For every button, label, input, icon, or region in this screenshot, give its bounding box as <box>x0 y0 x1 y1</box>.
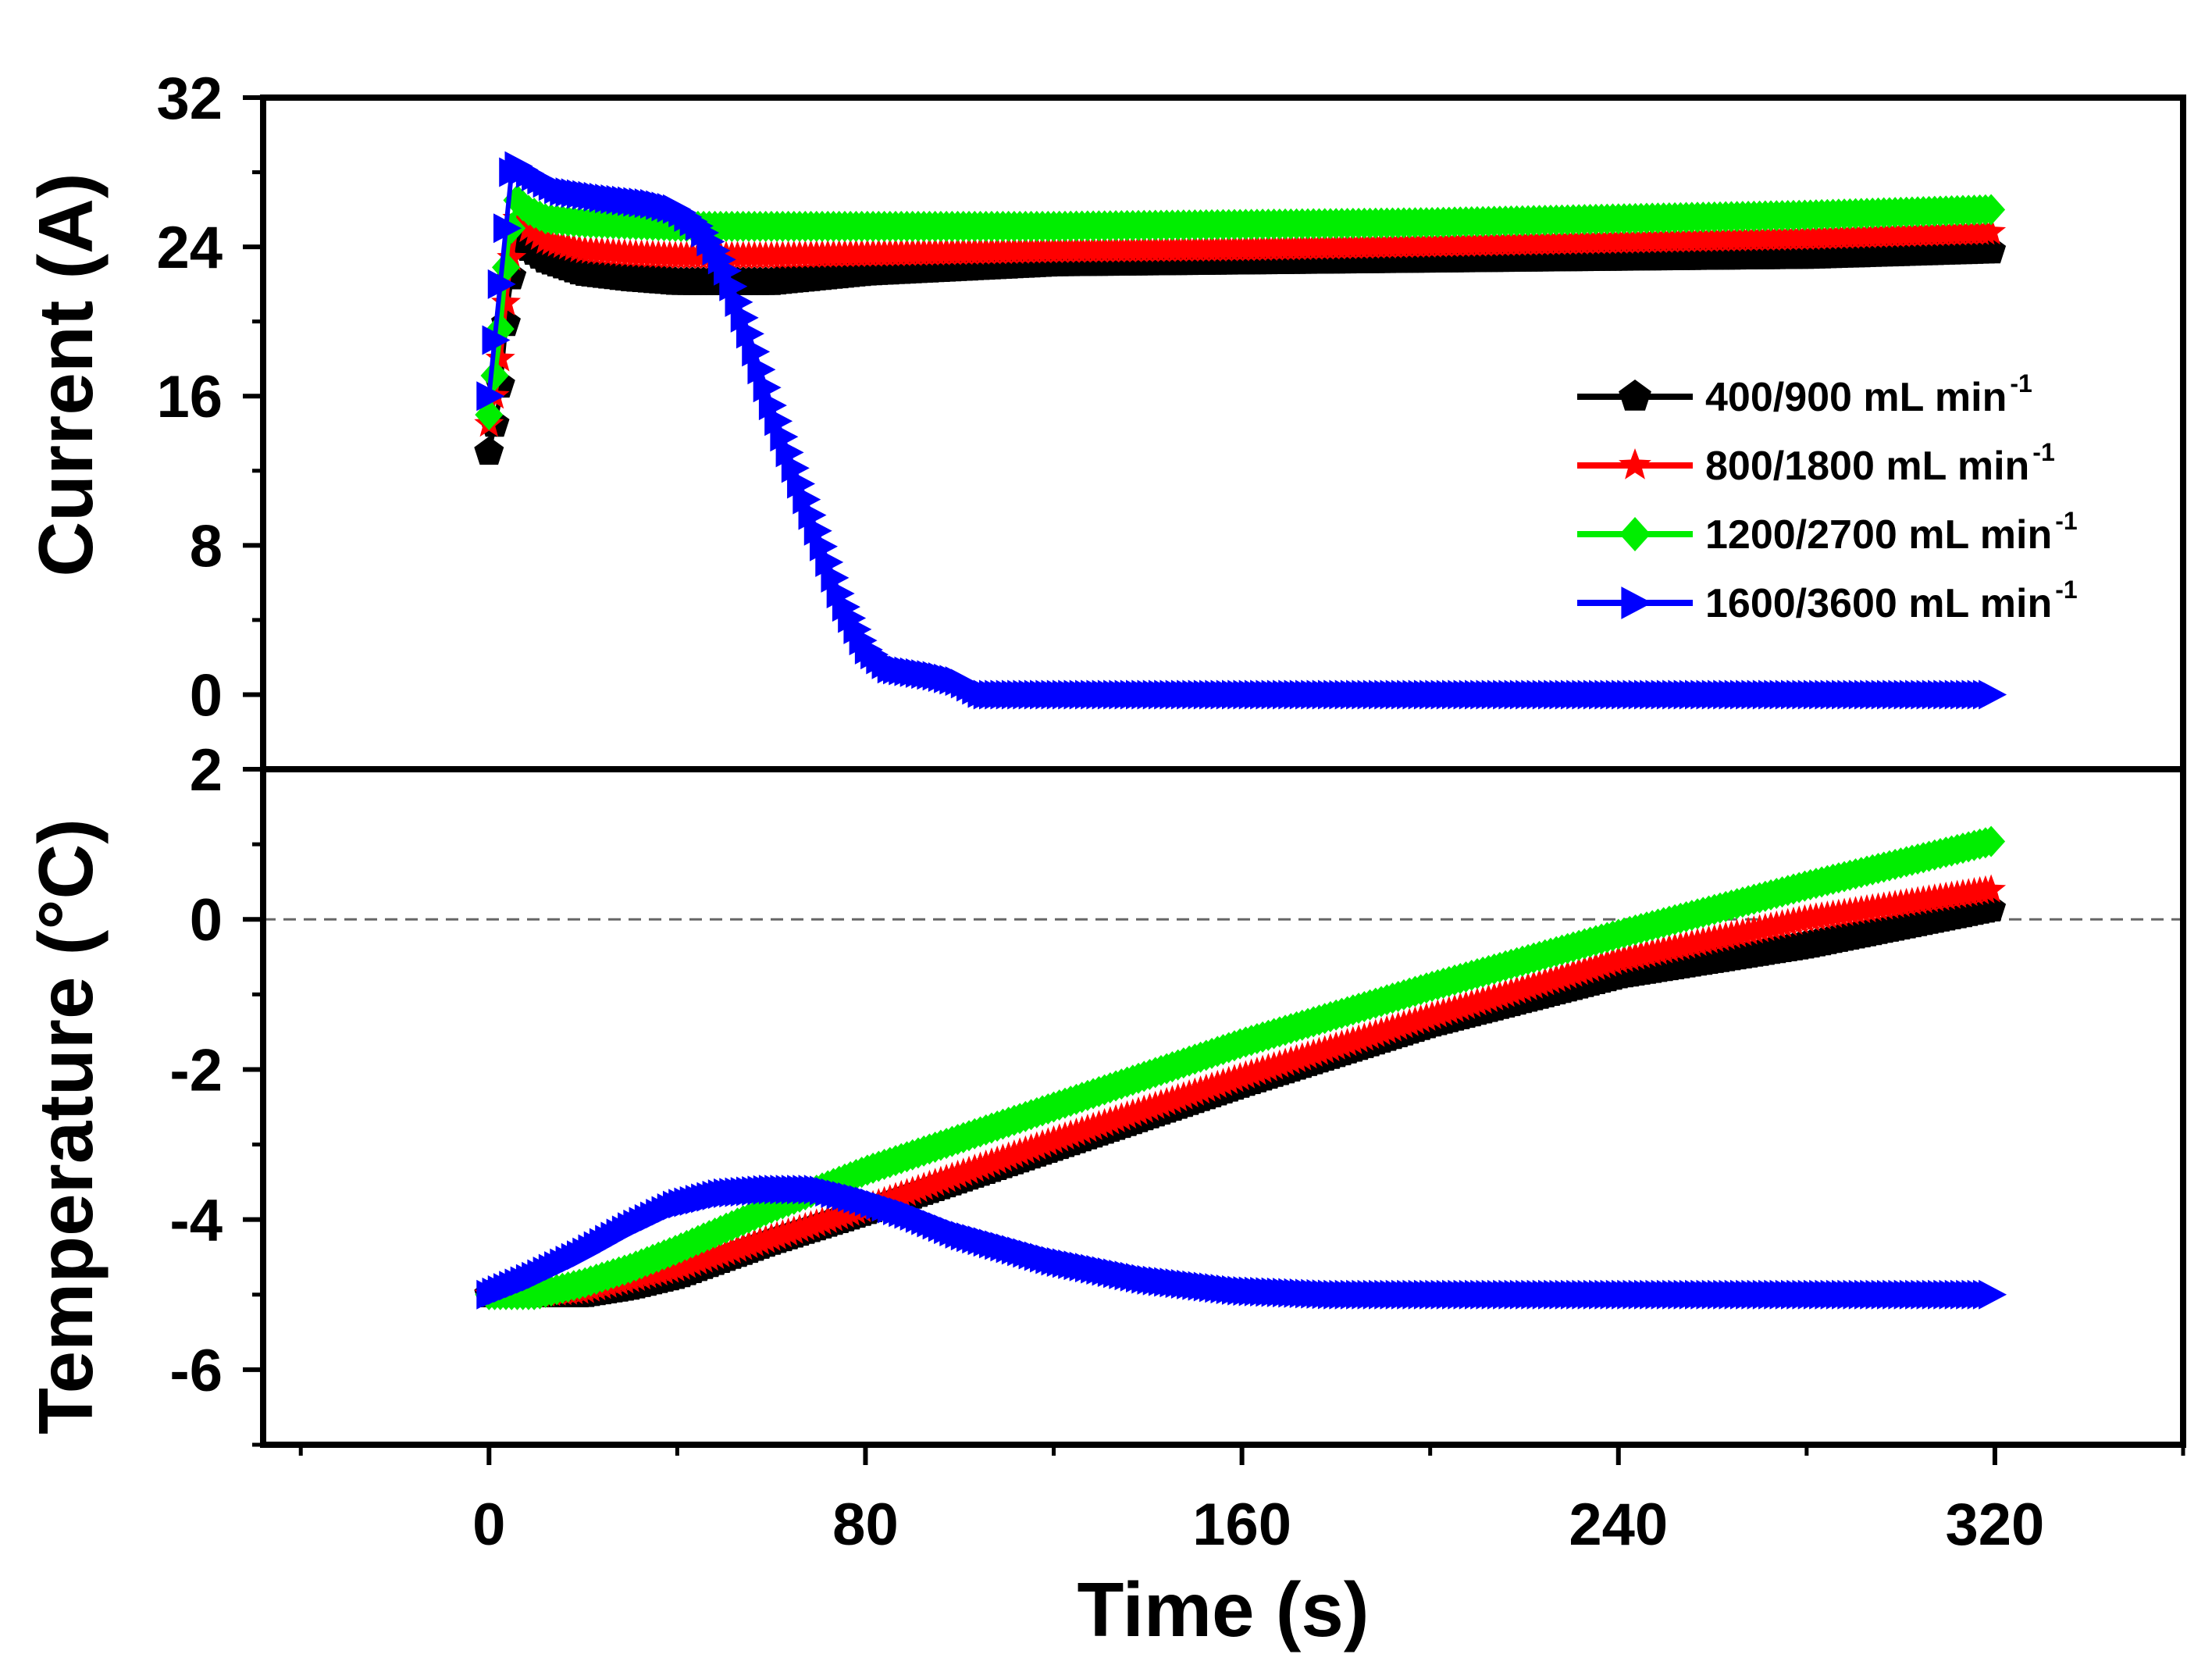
legend-label: 800/1800 mL min -1 <box>1705 438 2055 489</box>
temperature-ytick-label: -2 <box>169 1037 223 1103</box>
current-data-point <box>513 213 543 243</box>
series-layer <box>263 151 2183 1310</box>
legend: 400/900 mL min -1 800/1800 mL min -1 1200/27… <box>1577 369 2078 626</box>
temperature-ytick-label: -4 <box>169 1188 223 1254</box>
axes-layer <box>243 94 2186 1465</box>
legend-label: 1200/2700 mL min -1 <box>1705 507 2078 558</box>
current-axis-title: Current (A) <box>23 173 109 576</box>
current-data-point <box>474 436 504 465</box>
current-data-point <box>487 269 516 299</box>
current-data-point <box>1979 679 2007 710</box>
current-series-4 <box>476 151 2007 710</box>
current-data-point <box>482 325 511 355</box>
legend-marker <box>1619 448 1651 479</box>
legend-marker <box>1621 586 1652 619</box>
current-series-group <box>474 151 2007 710</box>
temperature-data-point <box>1979 1279 2007 1310</box>
temperature-data-point <box>1976 874 2007 903</box>
legend-entry: 1200/2700 mL min -1 <box>1577 507 2078 558</box>
text-layer: 0 8 16 24 32 Current (A) -6 -4 -2 0 2 Temperature (… <box>23 66 2044 1652</box>
current-ytick-label: 24 <box>156 215 223 281</box>
current-data-point <box>508 209 538 237</box>
temperature-ytick-label: -6 <box>169 1338 223 1404</box>
legend-label: 1600/3600 mL min -1 <box>1705 576 2078 626</box>
current-series-3 <box>475 184 2006 431</box>
temperature-axis-title: Temperature (°C) <box>23 818 109 1435</box>
x-axis-tick-label: 320 <box>1946 1492 2045 1558</box>
current-data-point <box>502 203 533 232</box>
legend-entry: 1600/3600 mL min -1 <box>1577 576 2078 626</box>
legend-marker <box>1619 380 1651 411</box>
current-data-point <box>480 359 509 391</box>
x-axis-title: Time (s) <box>1078 1567 1370 1652</box>
current-data-point <box>485 343 515 372</box>
current-ytick-label: 0 <box>190 662 223 729</box>
current-data-point <box>1977 194 2006 226</box>
temperature-series-3 <box>475 825 2006 1310</box>
temperature-series-4 <box>476 1175 2007 1310</box>
temperature-ytick-label: 0 <box>190 887 223 954</box>
current-series-2 <box>474 203 2007 437</box>
current-data-point <box>491 287 521 316</box>
temperature-frame <box>260 766 2186 1448</box>
current-data-point <box>525 221 555 251</box>
legend-entry: 800/1800 mL min -1 <box>1577 438 2055 489</box>
temperature-data-point <box>1977 825 2006 857</box>
current-data-point <box>519 217 550 247</box>
x-axis-tick-label: 160 <box>1192 1492 1291 1558</box>
current-ytick-label: 32 <box>156 66 223 132</box>
legend-entry: 400/900 mL min -1 <box>1577 369 2032 420</box>
current-ytick-label: 16 <box>156 364 223 430</box>
x-axis-tick-label: 0 <box>472 1492 505 1558</box>
legend-marker <box>1619 517 1651 551</box>
temperature-ytick-label: 2 <box>190 737 223 804</box>
temperature-series-group <box>263 825 2183 1310</box>
current-data-point <box>497 242 527 271</box>
current-data-point <box>476 381 505 412</box>
current-ytick-label: 8 <box>190 513 223 579</box>
x-axis-tick-label: 240 <box>1569 1492 1668 1558</box>
x-axis-tick-label: 80 <box>832 1492 899 1558</box>
current-data-point <box>493 213 522 244</box>
legend-label: 400/900 mL min -1 <box>1705 369 2032 420</box>
current-data-point <box>1976 216 2007 245</box>
current-data-point <box>475 399 504 431</box>
